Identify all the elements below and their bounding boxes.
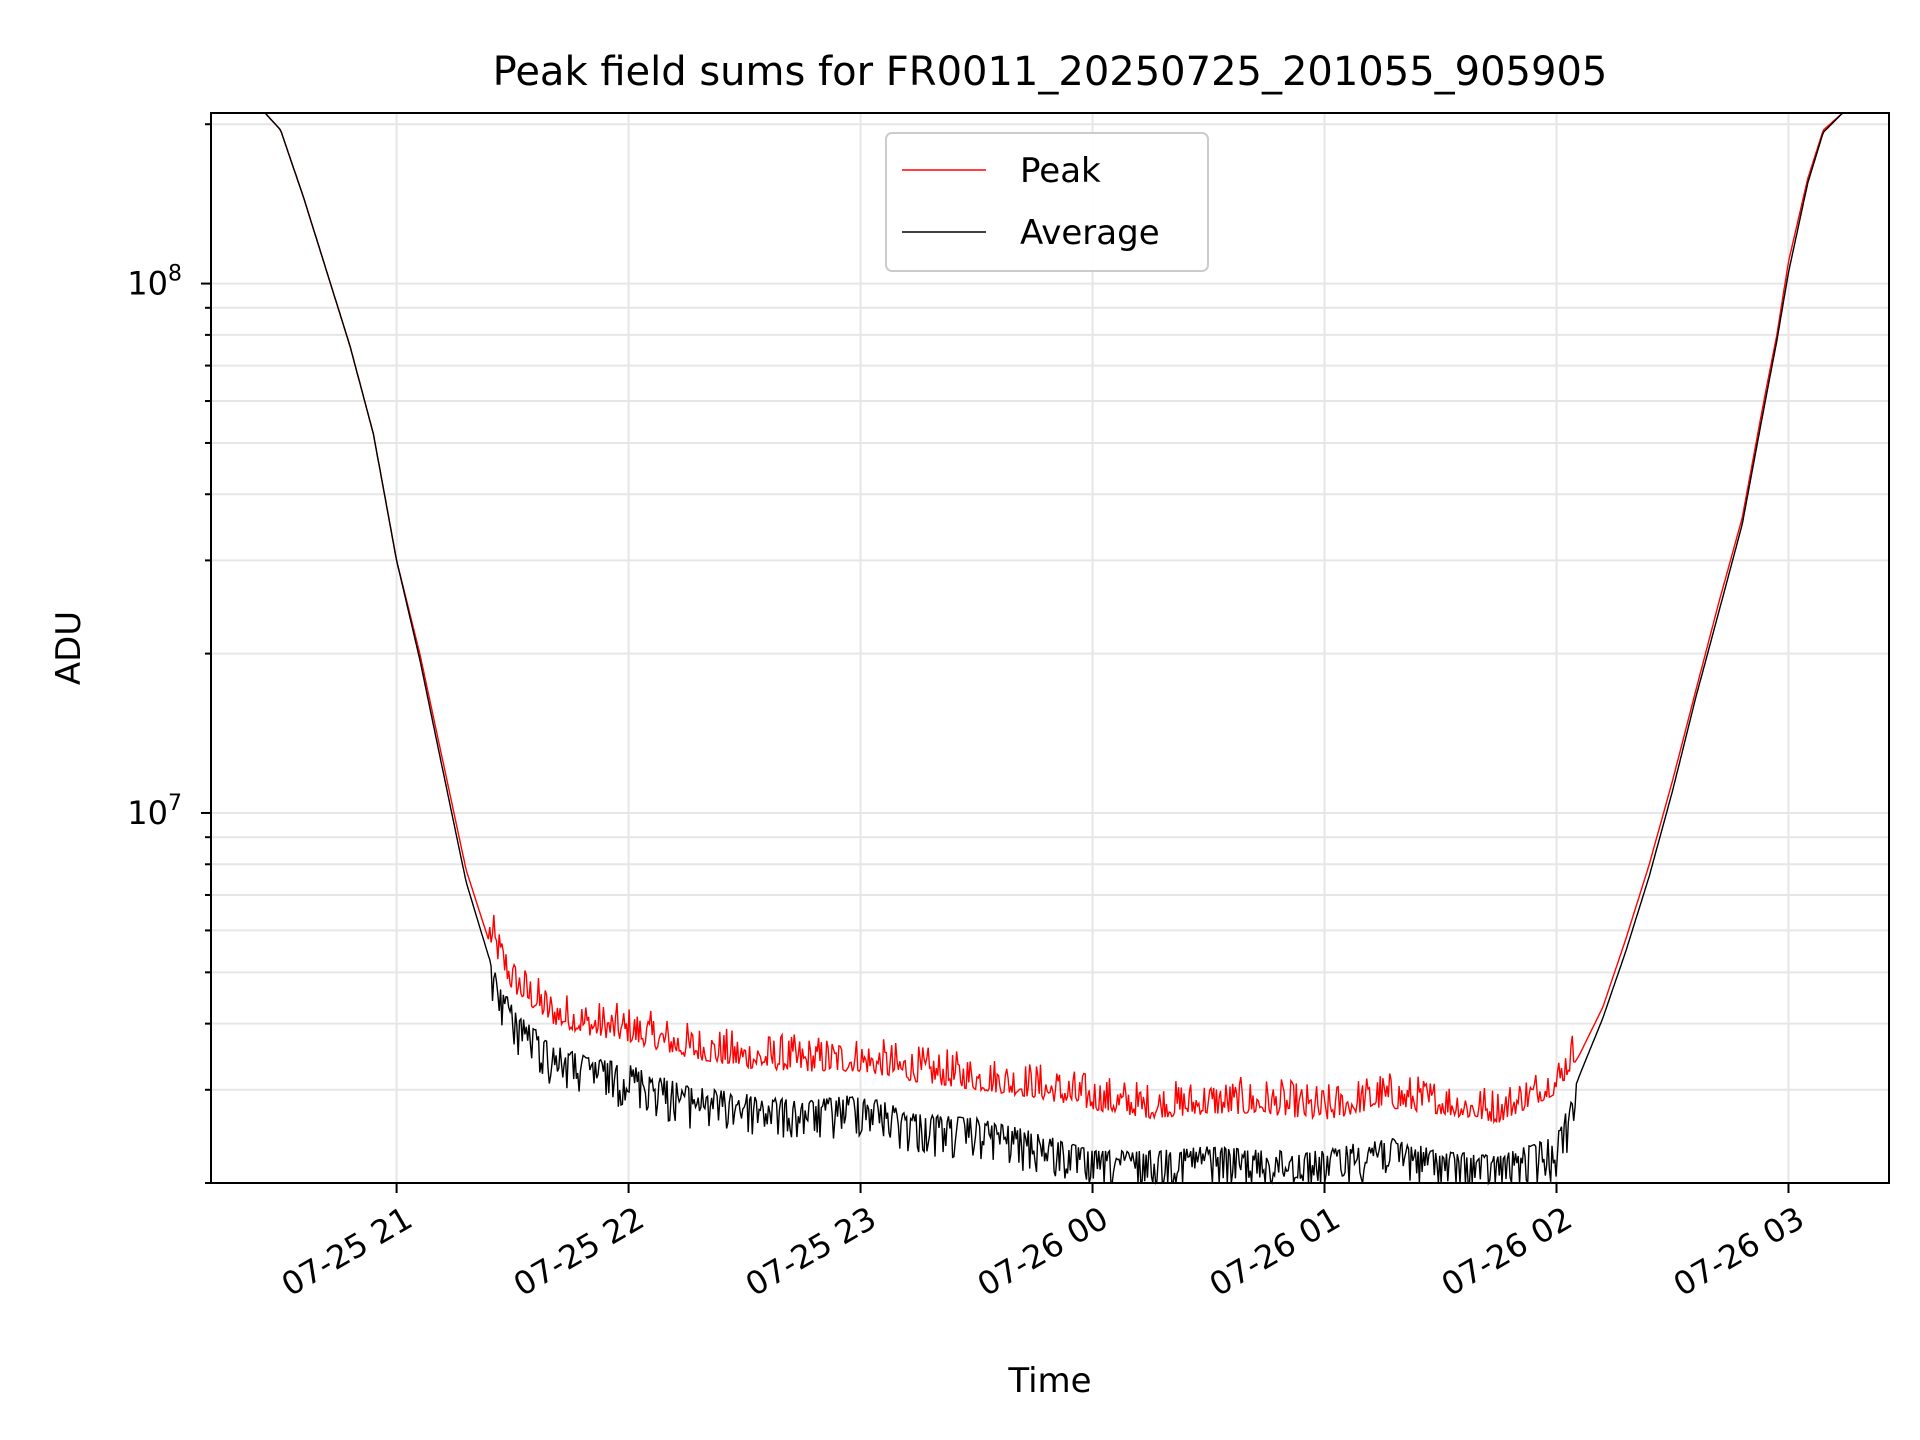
grid [211, 113, 1889, 1184]
legend-label-peak: Peak [1020, 151, 1101, 191]
y-tick-label: 108 [127, 262, 182, 303]
series-line-average [264, 112, 1858, 1186]
y-axis-label: ADU [49, 611, 89, 685]
legend-label-average: Average [1020, 213, 1160, 253]
x-axis-label: Time [1007, 1361, 1091, 1401]
plot-lines [264, 112, 1858, 1186]
series-line-peak [264, 112, 1858, 1125]
plot-frame [210, 112, 1890, 1184]
legend: Peak Average [885, 132, 1209, 272]
y-tick-label: 107 [127, 791, 182, 832]
legend-box [885, 132, 1209, 272]
y-axis-ticks: 107 108 [127, 123, 211, 1184]
chart-title: Peak field sums for FR0011_20250725_2010… [493, 49, 1608, 95]
